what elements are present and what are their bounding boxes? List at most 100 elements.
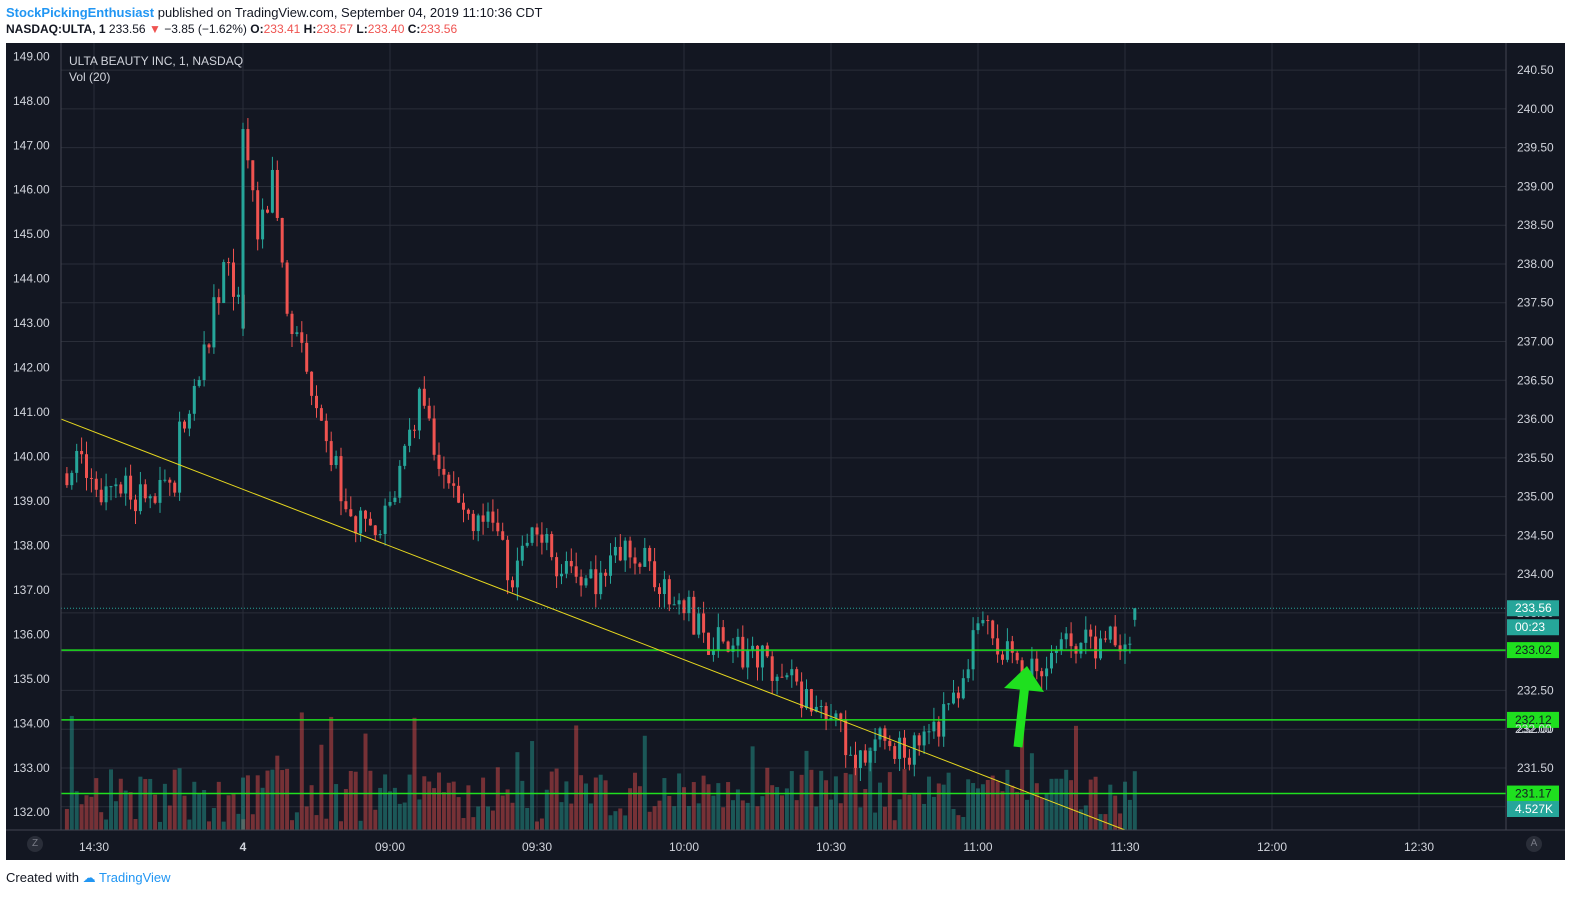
left-axis-mode-button[interactable]: Z — [27, 836, 43, 852]
volume-bar — [1029, 753, 1034, 830]
left-tick-label: 138.00 — [13, 538, 50, 552]
volume-bar — [138, 776, 143, 830]
volume-bar — [520, 780, 525, 830]
candle-body — [618, 546, 622, 561]
candle-body — [75, 450, 79, 473]
candle-body — [1059, 639, 1063, 651]
volume-bar — [358, 820, 363, 830]
volume-bar — [995, 781, 1000, 830]
volume-bar — [985, 779, 990, 830]
candle-body — [491, 511, 495, 523]
right-tick-label: 240.50 — [1517, 63, 1554, 77]
candle-body — [359, 510, 363, 534]
candle-body — [158, 480, 162, 503]
chart-legend: ULTA BEAUTY INC, 1, NASDAQ Vol (20) — [69, 53, 243, 85]
candle-body — [878, 728, 882, 740]
candle-body — [378, 533, 382, 536]
candle-body — [256, 190, 260, 240]
right-tick-label: 237.50 — [1517, 296, 1554, 310]
volume-bar — [84, 795, 89, 830]
candle-body — [232, 262, 235, 297]
candle-body — [148, 496, 152, 499]
candle-body — [937, 721, 941, 737]
volume-bar — [1015, 791, 1020, 830]
candle-body — [192, 385, 196, 414]
low-value: 233.40 — [367, 22, 405, 36]
volume-bar — [927, 776, 931, 830]
candle-body — [486, 511, 490, 522]
time-tick-label: 09:00 — [375, 840, 405, 854]
volume-bar — [324, 818, 329, 830]
author-link[interactable]: StockPickingEnthusiast — [6, 5, 155, 20]
right-tick-label: 232.50 — [1517, 683, 1554, 697]
footer-brand[interactable]: TradingView — [99, 870, 171, 885]
close-label: C: — [407, 22, 421, 36]
volume-bar — [706, 784, 711, 830]
candle-body — [447, 474, 451, 484]
volume-bar — [976, 788, 980, 830]
symbol-summary: NASDAQ:ULTA, 1 233.56 ▼ −3.85 (−1.62%) O… — [6, 22, 457, 36]
volume-bar — [716, 783, 721, 830]
candle-body — [1050, 652, 1053, 669]
candle-body — [471, 513, 475, 532]
volume-bar — [765, 767, 770, 830]
volume-bar — [402, 802, 407, 830]
volume-bar — [1000, 791, 1005, 830]
volume-bar — [794, 800, 799, 830]
right-tick-label: 237.00 — [1517, 335, 1554, 349]
candle-body — [540, 534, 544, 543]
volume-bar — [882, 806, 887, 830]
candle-body — [354, 516, 358, 534]
volume-bar — [148, 778, 153, 830]
volume-bar — [892, 820, 897, 830]
volume-bar — [873, 812, 878, 830]
volume-bar — [378, 787, 383, 830]
left-tick-label: 142.00 — [13, 361, 50, 375]
volume-bar — [530, 741, 535, 830]
chart-panel[interactable]: 240.50 240.00 239.50 239.00 238.50 238.00 237.… — [6, 43, 1565, 860]
candle-body — [315, 395, 318, 409]
candle-body — [530, 527, 534, 543]
left-tick-label: 140.00 — [13, 450, 50, 464]
candle-body — [1079, 642, 1083, 654]
volume-bar — [990, 775, 995, 830]
left-tick-label: 149.00 — [13, 49, 50, 63]
right-axis-auto-button[interactable]: A — [1526, 836, 1542, 852]
volume-bar — [319, 744, 324, 830]
candle-body — [638, 563, 642, 567]
volume-bar — [780, 795, 784, 830]
candle-body — [334, 456, 338, 466]
volume-bar — [1025, 799, 1029, 830]
candle-body — [280, 217, 284, 263]
volume-bar — [936, 783, 941, 830]
footer-created: Created with — [6, 870, 79, 885]
candle-body — [339, 456, 343, 502]
volume-bar — [726, 782, 731, 830]
price-chart[interactable]: 240.50 240.00 239.50 239.00 238.50 238.00 237.… — [6, 43, 1565, 860]
candle-body — [1103, 638, 1107, 640]
volume-bar — [481, 777, 486, 830]
candle-body — [883, 728, 887, 741]
candle-body — [594, 569, 598, 595]
up-arrow-head — [1004, 666, 1044, 692]
last-price: 233.56 — [108, 22, 146, 36]
volume-bar — [486, 806, 490, 830]
candle-body — [109, 486, 113, 488]
volume-bar — [260, 787, 265, 830]
candle-body — [849, 754, 853, 756]
candle-body — [481, 515, 485, 522]
candle-body — [746, 649, 750, 668]
volume-bar — [153, 794, 158, 830]
volume-bar — [819, 770, 824, 830]
volume-bar — [1118, 813, 1123, 830]
candle-body — [1089, 629, 1093, 637]
candle-body — [403, 445, 407, 466]
tradingview-logo-icon[interactable]: ☁ — [82, 870, 96, 885]
volume-bar — [721, 807, 726, 830]
volume-bar — [745, 802, 750, 830]
volume-bar — [1039, 797, 1044, 830]
volume-bars — [64, 710, 1137, 830]
right-tick-label: 231.50 — [1517, 761, 1554, 775]
volume-bar — [515, 752, 520, 830]
candle-body — [1123, 644, 1127, 652]
